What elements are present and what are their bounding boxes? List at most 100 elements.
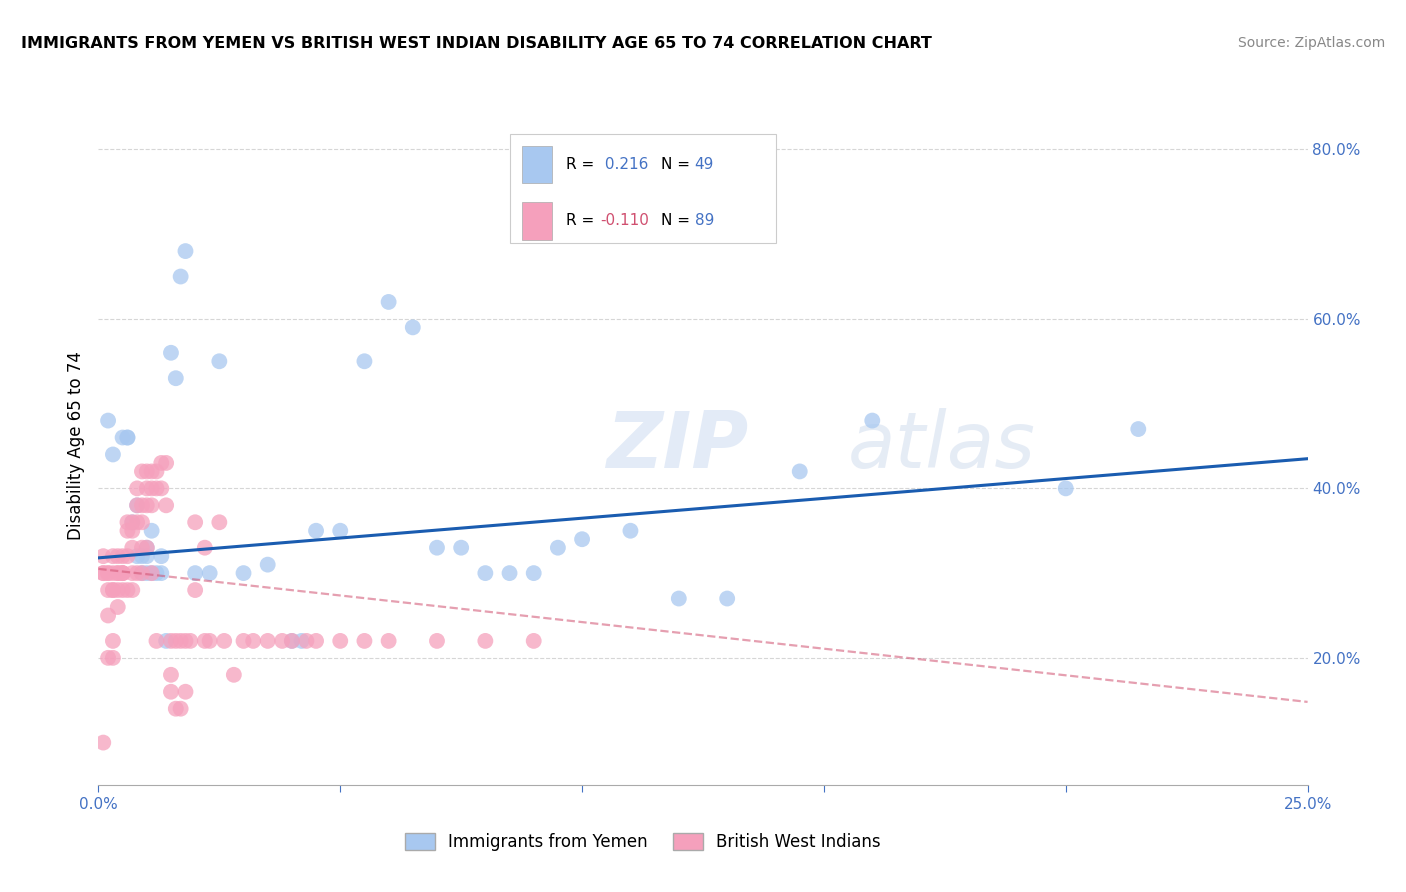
Point [198,633,221,648]
Point [150,549,173,564]
Point [165,701,187,715]
Y-axis label: Disability Age 65 to 74: Disability Age 65 to 74 [66,351,84,541]
Point [121,515,143,529]
Point [155,498,177,512]
Point [141,482,163,496]
Point [135,464,157,478]
Point [716,591,738,606]
Point [97,651,120,665]
Text: 89: 89 [695,213,714,228]
FancyBboxPatch shape [522,146,553,183]
Point [208,515,231,529]
Point [121,524,143,538]
Point [571,532,593,546]
Point [117,583,139,598]
Point [295,633,318,648]
Point [290,633,312,648]
Point [91,566,114,581]
Point [377,294,399,310]
Point [329,633,352,648]
Point [160,667,183,681]
Point [174,633,197,648]
Point [305,633,328,648]
Text: atlas: atlas [848,408,1036,484]
Text: N =: N = [661,157,695,172]
Point [305,524,328,538]
Point [169,701,191,715]
Point [256,558,278,572]
Point [97,608,120,623]
Point [377,633,399,648]
Point [101,633,124,648]
Point [155,633,177,648]
Text: -0.110: -0.110 [600,213,650,228]
Point [141,524,163,538]
Point [212,633,235,648]
Point [256,633,278,648]
Point [111,566,134,581]
Point [111,566,134,581]
Point [179,633,201,648]
Point [131,464,153,478]
Point [141,464,163,478]
Point [91,549,114,564]
Point [145,482,167,496]
Point [101,651,124,665]
Point [135,549,157,564]
Point [97,566,120,581]
Point [141,566,163,581]
Point [150,456,173,470]
Point [668,591,690,606]
Point [160,345,183,359]
Point [150,482,173,496]
Point [281,633,304,648]
Point [121,515,143,529]
Point [121,583,143,598]
Point [474,633,496,648]
Point [523,566,546,581]
Point [198,566,221,581]
Text: IMMIGRANTS FROM YEMEN VS BRITISH WEST INDIAN DISABILITY AGE 65 TO 74 CORRELATION: IMMIGRANTS FROM YEMEN VS BRITISH WEST IN… [21,36,932,51]
Text: Source: ZipAtlas.com: Source: ZipAtlas.com [1237,36,1385,50]
Point [281,633,304,648]
Point [107,583,129,598]
Point [111,430,134,444]
Point [107,549,129,564]
Point [547,541,569,555]
Point [498,566,520,581]
Text: ZIP: ZIP [606,408,748,484]
Point [97,414,120,428]
Point [131,566,153,581]
Point [101,566,124,581]
Point [117,515,139,529]
Point [160,633,183,648]
Point [131,549,153,564]
Point [523,633,546,648]
Point [117,430,139,444]
Point [131,498,153,512]
Point [135,541,157,555]
Point [232,566,254,581]
Point [121,541,143,555]
Point [271,633,294,648]
Point [117,524,139,538]
Point [789,464,811,478]
Point [450,541,472,555]
Point [165,371,187,385]
Point [101,447,124,462]
Point [169,633,191,648]
Point [353,633,375,648]
Point [402,320,425,334]
Point [145,566,167,581]
Point [194,541,217,555]
Point [135,482,157,496]
Point [135,566,157,581]
Point [111,566,134,581]
Point [117,549,139,564]
Point [619,524,641,538]
Point [184,583,207,598]
Point [860,414,883,428]
Point [232,633,254,648]
Text: R =: R = [567,157,599,172]
Text: 0.216: 0.216 [600,157,648,172]
